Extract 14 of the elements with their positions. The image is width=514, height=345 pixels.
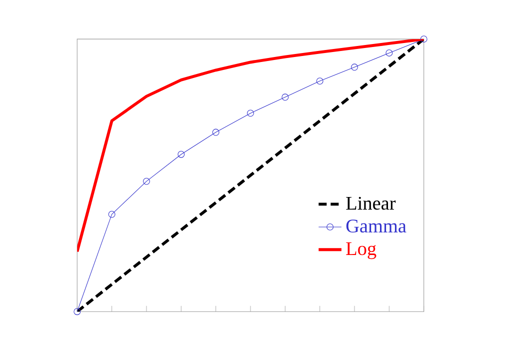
point: [212, 128, 220, 136]
point: [282, 94, 289, 101]
legend-label: Log: [346, 242, 376, 260]
point: [178, 151, 185, 158]
point: [386, 50, 393, 57]
point: [247, 110, 254, 117]
legend-label: Gamma: [346, 220, 406, 233]
point: [108, 210, 116, 218]
point: [420, 36, 428, 43]
point: [316, 78, 324, 85]
point: [74, 308, 81, 316]
point: [351, 64, 358, 71]
point: [143, 178, 150, 185]
legend-label: Linear: [346, 196, 396, 210]
